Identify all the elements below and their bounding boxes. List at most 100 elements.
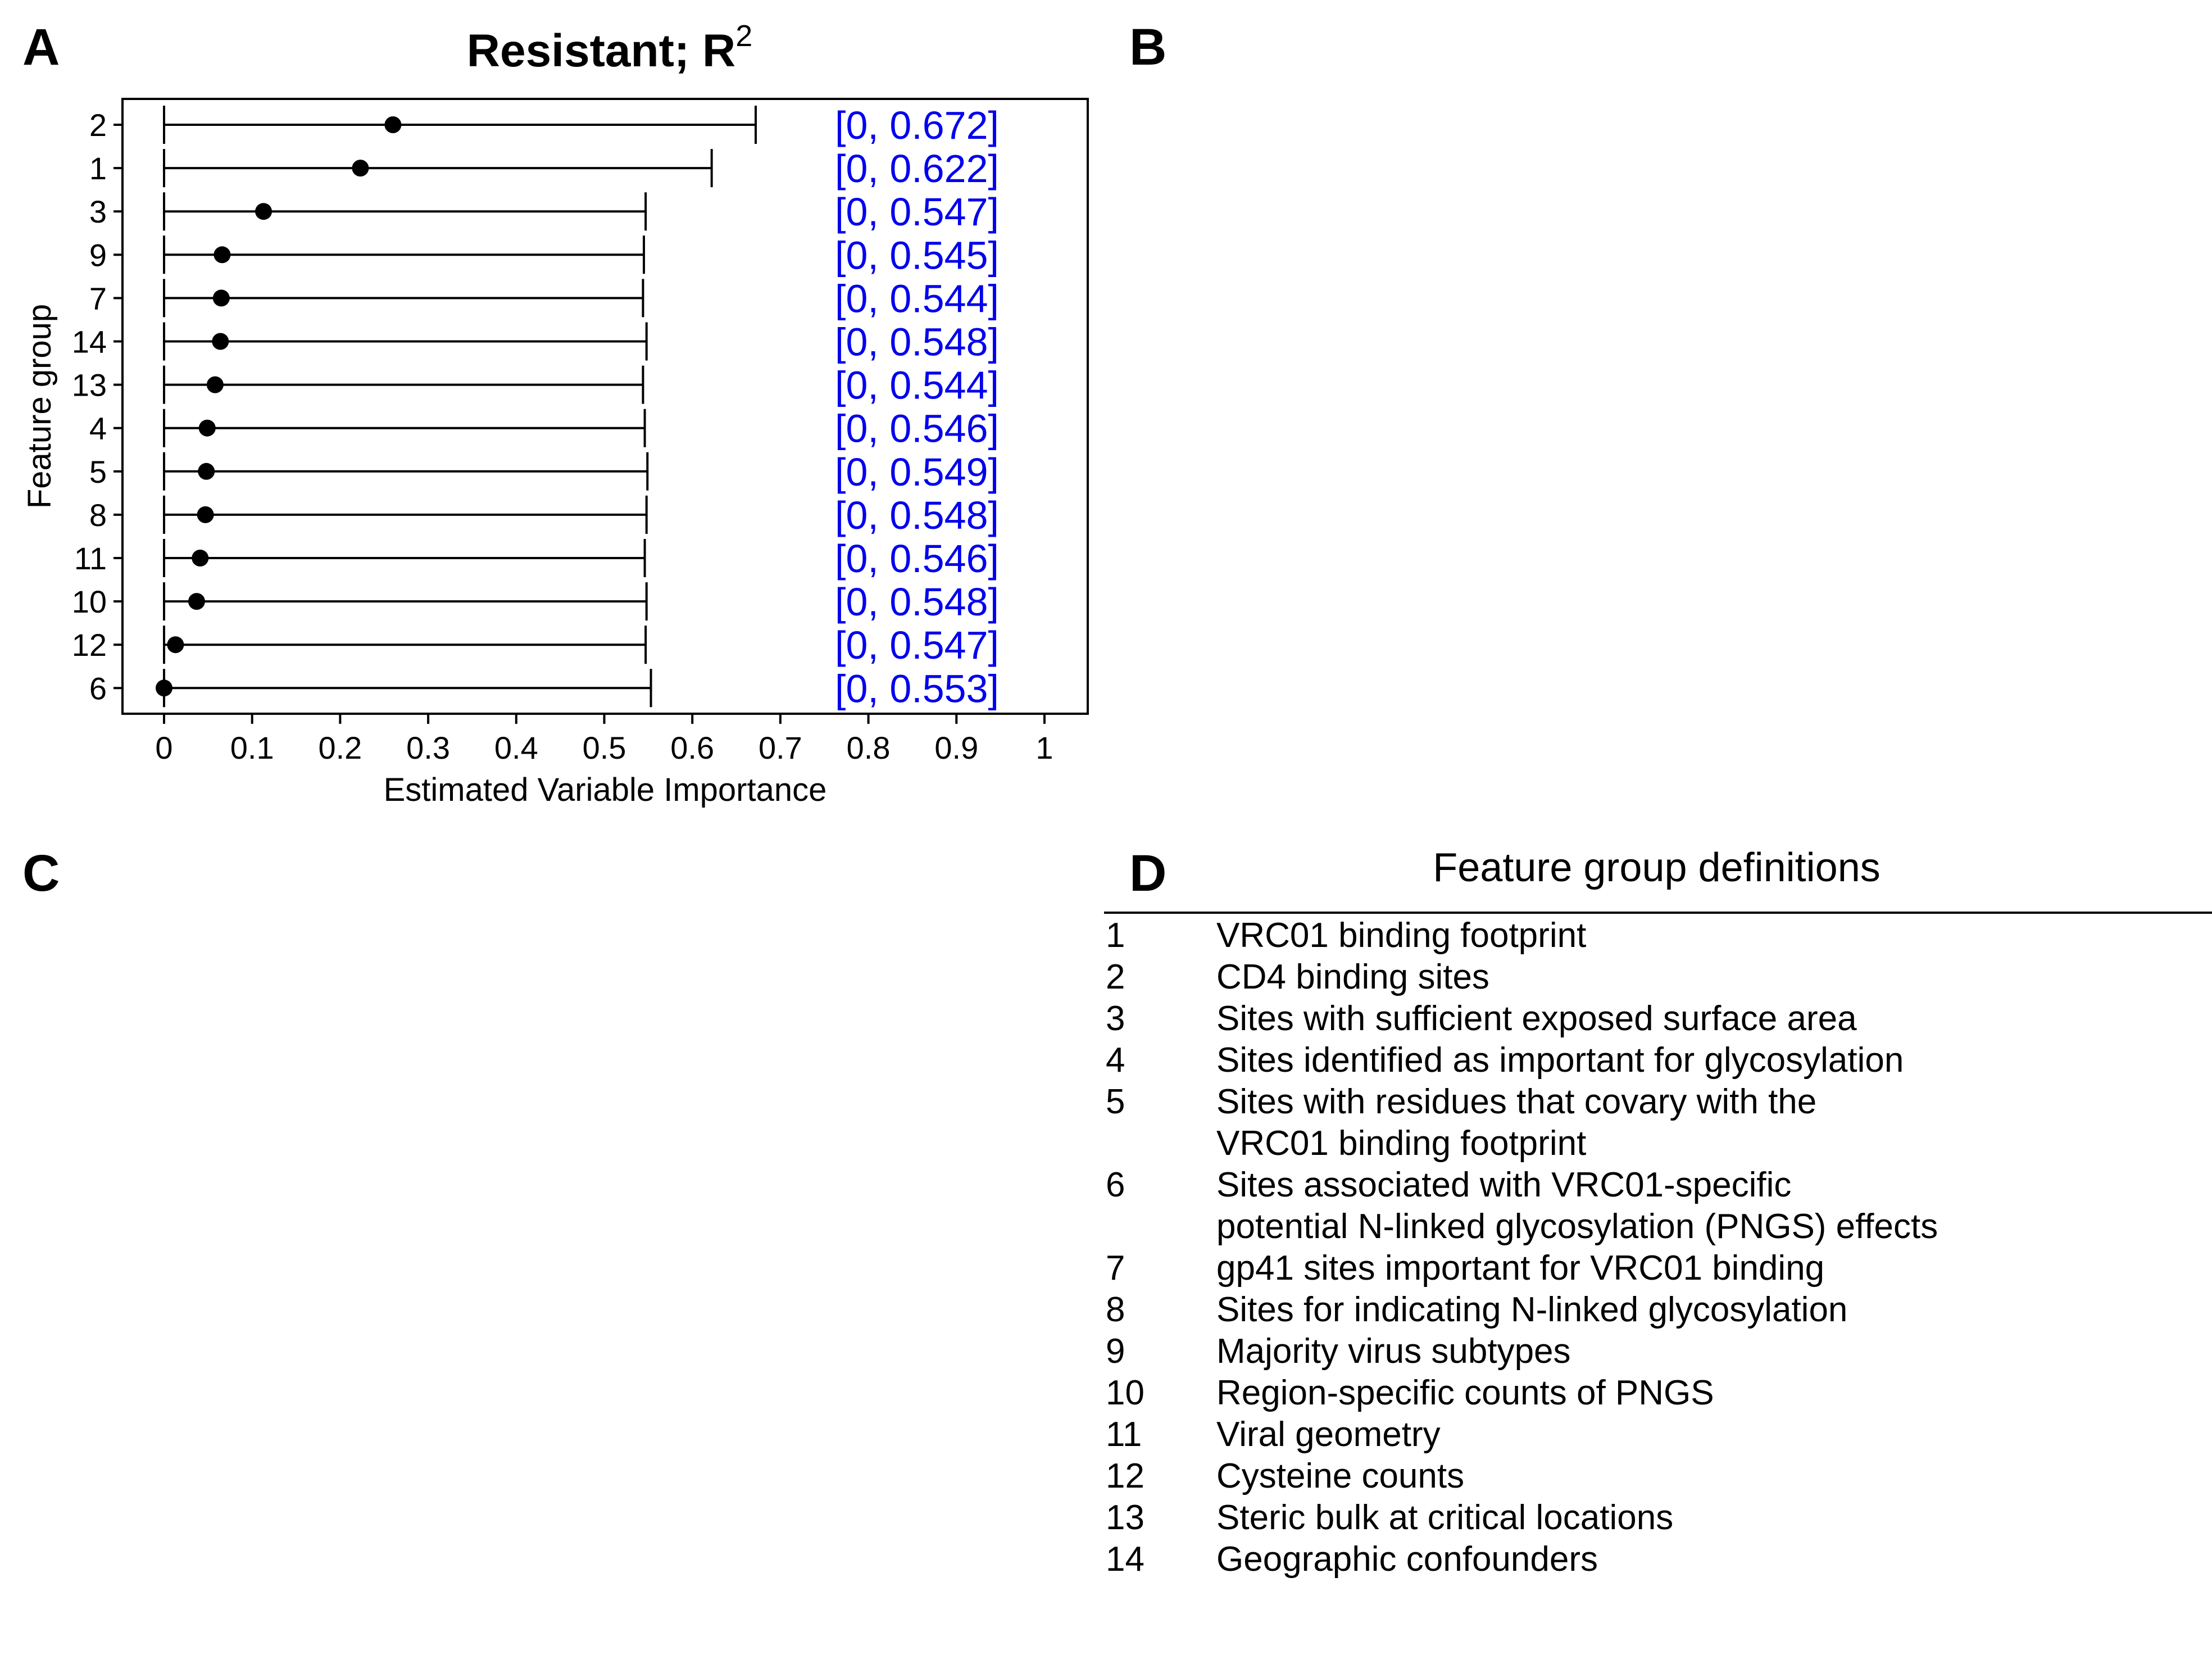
x-tick-label: 0.2 — [318, 730, 362, 765]
row-11: [0, 0.546] — [163, 537, 999, 581]
x-axis: 0 0.1 0.2 0.3 0.4 0.5 0.6 0.7 0.8 0.9 1 — [155, 714, 1053, 765]
interval-label: [0, 0.547] — [835, 190, 999, 234]
point-estimate — [212, 289, 230, 307]
definition-row: 5 Sites with residues that covary with th… — [1106, 1081, 2207, 1123]
definition-number: 2 — [1106, 958, 1125, 996]
definition-number: 14 — [1106, 1540, 1144, 1579]
y-axis-label: Feature group — [21, 304, 58, 509]
definition-row: 9 Majority virus subtypes — [1106, 1331, 2207, 1372]
y-tick-label: 10 — [72, 584, 107, 619]
point-estimate — [167, 636, 184, 654]
point-estimate — [212, 333, 229, 350]
definition-row: 10 Region-specific counts of PNGS — [1106, 1372, 2207, 1414]
y-tick-label: 7 — [89, 280, 107, 316]
point-estimate — [188, 593, 205, 610]
x-tick-label: 1 — [1035, 730, 1053, 765]
definition-number: 5 — [1106, 1082, 1125, 1121]
definition-text: Sites with sufficient exposed surface ar… — [1216, 999, 1857, 1038]
panel-label-d: D — [1129, 845, 1167, 902]
definition-text: Cysteine counts — [1216, 1457, 1465, 1495]
x-tick-label: 0.1 — [230, 730, 274, 765]
definition-number: 6 — [1106, 1166, 1125, 1204]
interval-label: [0, 0.672] — [835, 103, 999, 147]
chart-marks: [0, 0.672][0, 0.622][0, 0.547][0, 0.545]… — [156, 103, 999, 710]
definition-text: VRC01 binding footprint — [1216, 1124, 1587, 1163]
definition-row: 4 Sites identified as important for glyco… — [1106, 1040, 2207, 1081]
definition-text: Steric bulk at critical locations — [1216, 1498, 1674, 1537]
definition-row: 14 Geographic confounders — [1106, 1539, 2207, 1580]
definition-row: VRC01 binding footprint — [1106, 1123, 2207, 1164]
x-tick-label: 0.7 — [758, 730, 802, 765]
row-3: [0, 0.547] — [163, 190, 999, 234]
x-tick-label: 0.6 — [670, 730, 714, 765]
definition-row: 6 Sites associated with VRC01-specific — [1106, 1164, 2207, 1206]
definition-number: 8 — [1106, 1290, 1125, 1329]
y-tick-label: 2 — [89, 107, 107, 143]
panel-label-a: A — [22, 19, 60, 76]
definition-text: Sites identified as important for glycos… — [1216, 1041, 1904, 1080]
definition-row: 2 CD4 binding sites — [1106, 957, 2207, 998]
row-9: [0, 0.545] — [163, 233, 999, 277]
definition-row: 13 Steric bulk at critical locations — [1106, 1497, 2207, 1539]
point-estimate — [384, 116, 402, 133]
variable-importance-chart: Resistant; R2 [0, 0.672][0, 0.622][0, 0.… — [21, 19, 1089, 808]
definition-number: 13 — [1106, 1498, 1144, 1537]
interval-label: [0, 0.622] — [835, 147, 999, 191]
x-axis-label: Estimated Variable Importance — [384, 772, 827, 808]
definition-row: 1 VRC01 binding footprint — [1106, 915, 2207, 957]
x-tick-label: 0.3 — [406, 730, 450, 765]
y-tick-label: 12 — [72, 627, 107, 663]
y-tick-label: 9 — [89, 237, 107, 273]
point-estimate — [156, 679, 172, 697]
interval-label: [0, 0.544] — [835, 276, 999, 320]
x-tick-label: 0.9 — [934, 730, 978, 765]
y-tick-label: 13 — [72, 368, 107, 403]
x-tick-label: 0.8 — [847, 730, 891, 765]
definition-text: CD4 binding sites — [1216, 958, 1489, 996]
panel-label-b: B — [1129, 19, 1167, 76]
definition-row: 8 Sites for indicating N-linked glycosyla… — [1106, 1289, 2207, 1331]
definition-number — [1106, 1123, 1216, 1164]
y-tick-label: 4 — [89, 411, 107, 446]
interval-label: [0, 0.548] — [835, 493, 999, 537]
definition-number: 1 — [1106, 916, 1125, 955]
definition-text: Region-specific counts of PNGS — [1216, 1374, 1714, 1412]
interval-label: [0, 0.547] — [835, 623, 999, 667]
row-8: [0, 0.548] — [163, 493, 999, 537]
point-estimate — [192, 550, 209, 566]
chart-title-text: Resistant; R — [467, 25, 735, 76]
definition-number: 9 — [1106, 1332, 1125, 1371]
y-tick-label: 5 — [89, 454, 107, 489]
definitions-list: 1 VRC01 binding footprint 2 CD4 binding sit… — [1106, 915, 2207, 1580]
definition-text: Viral geometry — [1216, 1415, 1441, 1454]
panel-label-c: C — [22, 845, 60, 902]
point-estimate — [197, 506, 214, 523]
definition-row: 12 Cysteine counts — [1106, 1456, 2207, 1497]
chart-title-superscript: 2 — [735, 19, 752, 53]
point-estimate — [352, 160, 369, 177]
interval-label: [0, 0.546] — [835, 537, 999, 581]
interval-label: [0, 0.549] — [835, 450, 999, 494]
x-tick-label: 0.5 — [583, 730, 626, 765]
chart-title: Resistant; R2 — [467, 19, 752, 76]
definition-number — [1106, 1206, 1216, 1248]
y-tick-label: 8 — [89, 497, 107, 533]
definition-text: Majority virus subtypes — [1216, 1332, 1571, 1371]
definition-text: VRC01 binding footprint — [1216, 916, 1587, 955]
definition-row: 3 Sites with sufficient exposed surface a… — [1106, 998, 2207, 1040]
definitions-divider — [1104, 912, 2212, 914]
row-12: [0, 0.547] — [163, 623, 999, 667]
row-2: [0, 0.672] — [163, 103, 999, 147]
y-tick-label: 11 — [74, 541, 107, 576]
row-13: [0, 0.544] — [163, 364, 999, 407]
row-4: [0, 0.546] — [163, 407, 999, 451]
point-estimate — [255, 203, 272, 220]
definition-text: Sites with residues that covary with the — [1216, 1082, 1817, 1121]
row-7: [0, 0.544] — [163, 276, 999, 320]
definition-number: 4 — [1106, 1041, 1125, 1080]
definition-row: potential N-linked glycosylation (PNGS) … — [1106, 1206, 2207, 1248]
interval-label: [0, 0.553] — [835, 667, 999, 710]
x-tick-label: 0.4 — [494, 730, 538, 765]
definition-number: 3 — [1106, 999, 1125, 1038]
